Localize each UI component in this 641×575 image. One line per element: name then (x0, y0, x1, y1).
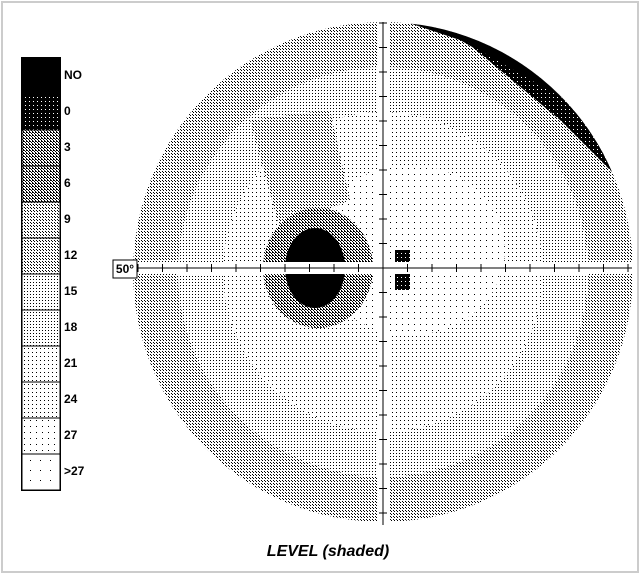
legend-swatch (22, 166, 60, 202)
legend-swatch (22, 130, 60, 166)
legend-label: 9 (64, 212, 71, 226)
legend-swatch (22, 310, 60, 346)
legend-swatch (22, 238, 60, 274)
axis-label: 50° (116, 262, 134, 276)
visual-field-figure: 50° NO 0 3 6 9 12 15 18 21 24 27 >27 LEVEL (shaded) (0, 0, 641, 575)
legend-swatch (22, 274, 60, 310)
legend-label: 24 (64, 392, 78, 406)
caption: LEVEL (shaded) (267, 543, 389, 560)
legend-swatch (22, 418, 60, 454)
legend-label: 0 (64, 104, 71, 118)
legend-swatch (22, 454, 60, 490)
legend-label: 27 (64, 428, 78, 442)
page: 50° NO 0 3 6 9 12 15 18 21 24 27 >27 LEVEL (shaded) (0, 0, 641, 575)
legend-label: >27 (64, 464, 85, 478)
legend-label: NO (64, 68, 82, 82)
legend-swatch (22, 346, 60, 382)
legend-label: 21 (64, 356, 78, 370)
legend-label: 12 (64, 248, 78, 262)
legend-label: 3 (64, 140, 71, 154)
legend-label: 6 (64, 176, 71, 190)
legend-label: 18 (64, 320, 78, 334)
legend-swatch (22, 382, 60, 418)
legend-swatch (22, 202, 60, 238)
legend-label: 15 (64, 284, 78, 298)
legend-swatch (22, 58, 60, 94)
legend-swatch (22, 94, 60, 130)
